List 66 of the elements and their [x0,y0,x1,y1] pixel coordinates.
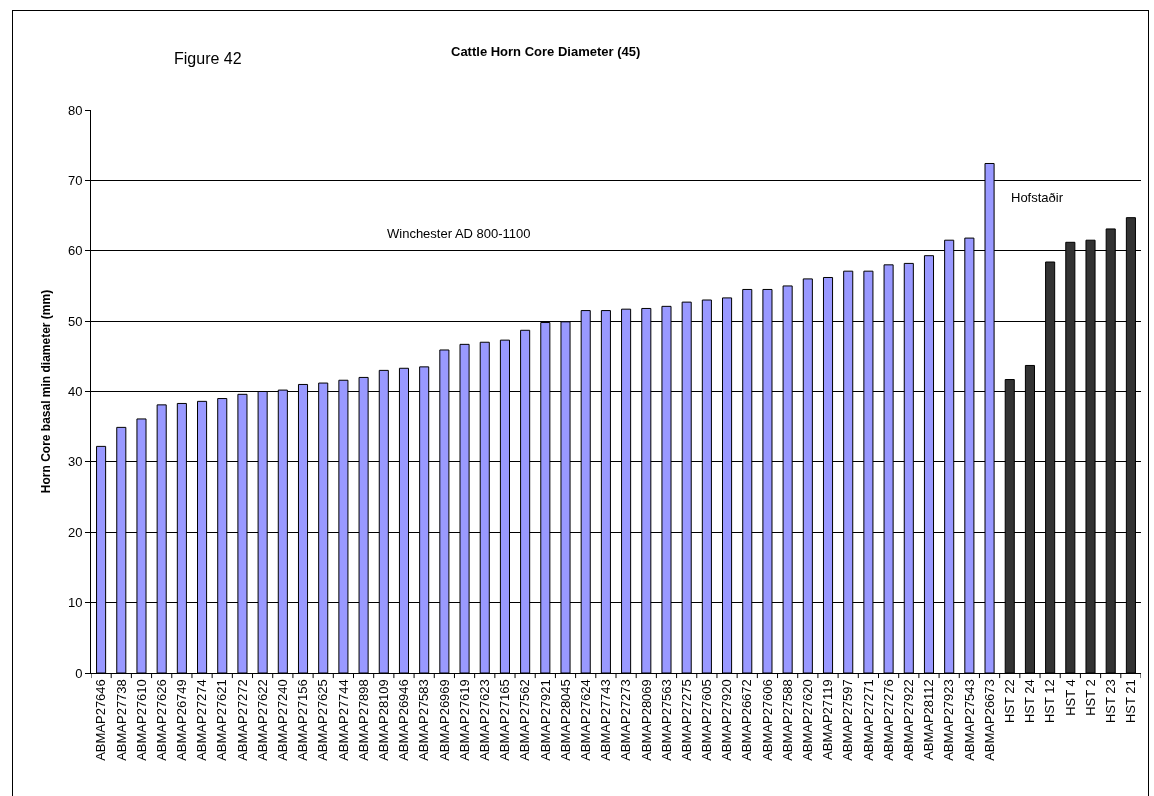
x-tick-label: ABMAP27622 [254,679,270,761]
x-tick-label: ABMAP27165 [497,679,513,761]
x-tick-label: ABMAP28069 [638,679,654,761]
x-tick-label: ABMAP26672 [739,679,755,761]
x-tick-label: ABMAP27273 [618,679,634,761]
x-tick-label: HST 23 [1102,679,1118,724]
x-tick-label: ABMAP26749 [174,679,190,761]
x-tick-label: ABMAP27562 [517,679,533,761]
x-tick-label: ABMAP27583 [416,679,432,761]
x-tick-label: ABMAP28045 [557,679,573,761]
x-tick-label: ABMAP27606 [759,679,775,761]
y-tick-label: 70 [67,172,83,188]
x-tick-label: ABMAP28109 [376,679,392,761]
caption: Figure 42 [174,50,242,67]
x-tick-label: ABMAP26969 [436,679,452,761]
x-tick-label: HST 4 [1062,679,1078,716]
x-tick-label: ABMAP27272 [234,679,250,761]
x-tick-label: ABMAP27646 [93,679,109,761]
x-tick-label: HST 22 [1001,679,1017,724]
x-tick-label: HST 24 [1022,679,1038,724]
x-tick-label: ABMAP27274 [194,679,210,761]
annotation: Hofstaðir [1011,190,1064,205]
y-tick-label: 20 [67,524,83,540]
x-tick-label: ABMAP27619 [456,679,472,761]
y-tick-label: 60 [67,243,83,259]
x-tick-label: ABMAP27624 [577,679,593,761]
x-tick-label: ABMAP27156 [295,679,311,761]
x-tick-label: ABMAP27920 [719,679,735,761]
x-tick-label: ABMAP27625 [315,679,331,761]
x-tick-label: ABMAP27543 [961,679,977,761]
x-tick-label: ABMAP27620 [800,679,816,761]
x-tick-label: ABMAP27240 [275,679,291,761]
x-tick-label: ABMAP27744 [335,679,351,761]
y-tick-label: 50 [67,313,83,329]
x-tick-label: ABMAP26946 [396,679,412,761]
x-tick-label: ABMAP27597 [840,679,856,761]
y-tick-label: 40 [67,384,83,400]
x-tick-label: HST 21 [1123,679,1139,724]
x-tick-label: HST 12 [1042,679,1058,724]
x-tick-label: ABMAP27626 [153,679,169,761]
x-tick-label: ABMAP26673 [981,679,997,761]
x-tick-label: ABMAP27119 [820,679,836,760]
x-tick-label: ABMAP27271 [860,679,876,761]
y-axis-title: Horn Core basal min diameter (mm) [39,289,54,494]
x-tick-label: ABMAP27623 [476,679,492,761]
y-tick-label: 30 [67,454,83,470]
x-tick-label: ABMAP27610 [133,679,149,761]
x-tick-label: ABMAP27921 [537,679,553,761]
annotation: Winchester AD 800-1100 [387,226,531,241]
x-tick-label: ABMAP27738 [113,679,129,761]
y-tick-label: 80 [67,102,83,118]
x-tick-label: ABMAP27923 [941,679,957,761]
x-tick-label: ABMAP27743 [598,679,614,761]
x-tick-label: HST 2 [1082,679,1098,716]
x-tick-label: ABMAP27922 [901,679,917,761]
x-tick-label: ABMAP27605 [699,679,715,761]
y-tick-label: 10 [67,595,83,611]
x-tick-label: ABMAP27588 [779,679,795,761]
chart-title: Cattle Horn Core Diameter (45) [451,43,641,59]
y-tick-label: 0 [75,665,83,681]
x-tick-label: ABMAP27621 [214,679,230,761]
x-tick-label: ABMAP27563 [658,679,674,761]
x-tick-label: ABMAP27275 [678,679,694,761]
x-tick-label: ABMAP27276 [880,679,896,761]
x-tick-label: ABMAP28112 [921,679,937,760]
x-tick-label: ABMAP27898 [355,679,371,761]
